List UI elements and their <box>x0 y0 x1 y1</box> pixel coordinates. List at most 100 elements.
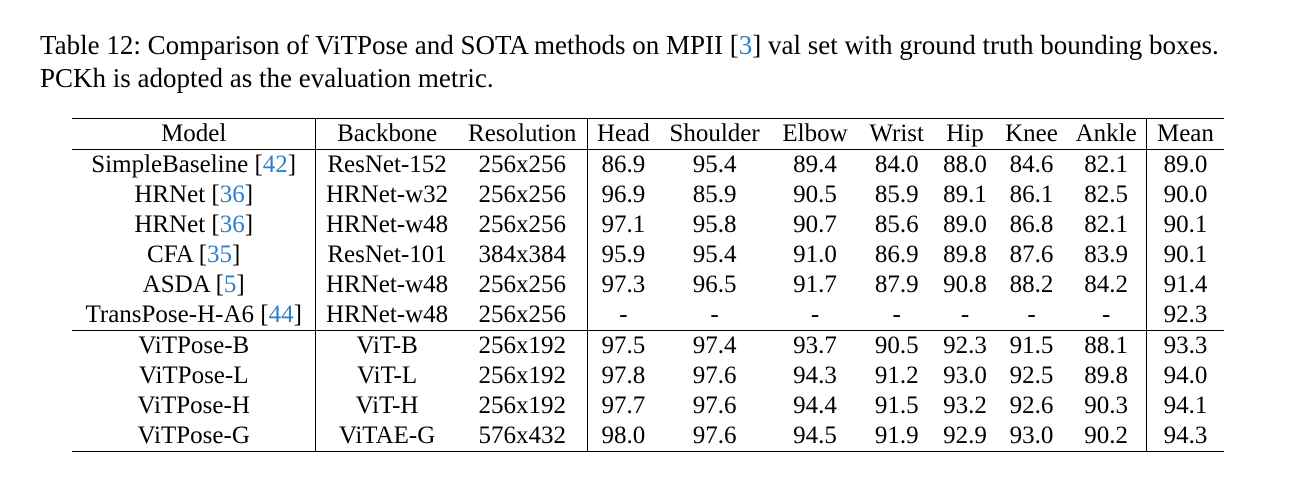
elbow-cell: 94.3 <box>793 362 837 389</box>
citation-link[interactable]: 44 <box>268 301 294 328</box>
knee-cell: - <box>1027 301 1036 328</box>
model-name: ASDA <box>142 271 210 298</box>
model-cell: ASDA [5] <box>72 270 317 300</box>
head-cell: 95.9 <box>601 241 646 268</box>
header-backbone: Backbone <box>337 120 438 147</box>
citation-link[interactable]: 36 <box>219 211 245 238</box>
caption-text-start: Table 12: Comparison of ViTPose and SOTA… <box>40 30 739 60</box>
elbow-cell: 90.7 <box>793 211 837 238</box>
model-name: HRNet <box>134 211 206 238</box>
head-cell: 97.7 <box>601 392 646 419</box>
model-cell: ViTPose-L <box>72 361 317 391</box>
head-cell: 97.8 <box>601 362 646 389</box>
backbone-cell: ResNet-152 <box>327 151 447 178</box>
table-row: ViTPose-G ViTAE-G 576x432 98.0 97.6 94.5… <box>72 421 1224 452</box>
ankle-cell: 90.3 <box>1066 391 1147 421</box>
hip-cell: 89.1 <box>943 181 987 208</box>
model-name: SimpleBaseline <box>91 151 249 178</box>
backbone-cell: HRNet-w48 <box>325 271 449 298</box>
shoulder-cell: 95.4 <box>692 241 737 268</box>
mean-cell: 94.0 <box>1163 362 1208 389</box>
caption-citation-link[interactable]: 3 <box>738 30 753 60</box>
resolution-cell: 256x256 <box>457 180 588 210</box>
elbow-cell: 90.5 <box>793 181 837 208</box>
header-shoulder: Shoulder <box>669 120 760 147</box>
table-row: CFA [35] ResNet-101 384x384 95.9 95.4 91… <box>72 240 1224 270</box>
shoulder-cell: 85.9 <box>692 181 737 208</box>
mean-cell: 91.4 <box>1163 271 1208 298</box>
citation-link[interactable]: 42 <box>262 151 288 178</box>
head-cell: 97.5 <box>601 332 646 359</box>
head-cell: 86.9 <box>601 151 646 178</box>
backbone-cell: HRNet-w32 <box>325 181 449 208</box>
hip-cell: 89.0 <box>943 211 987 238</box>
citation-link[interactable]: 5 <box>223 271 237 298</box>
table-row: HRNet [36] HRNet-w48 256x256 97.1 95.8 9… <box>72 210 1224 240</box>
table-row: SimpleBaseline [42] ResNet-152 256x256 8… <box>72 149 1224 180</box>
table-row: ASDA [5] HRNet-w48 256x256 97.3 96.5 91.… <box>72 270 1224 300</box>
mean-cell: 90.1 <box>1163 241 1208 268</box>
header-resolution: Resolution <box>457 118 588 150</box>
knee-cell: 84.6 <box>1009 151 1054 178</box>
backbone-cell: ViT-B <box>356 332 418 359</box>
hip-cell: 92.3 <box>943 332 987 359</box>
resolution-cell: 256x256 <box>457 149 588 180</box>
resolution-cell: 256x256 <box>457 300 588 331</box>
resolution-cell: 256x256 <box>457 210 588 240</box>
header-mean: Mean <box>1156 120 1214 147</box>
header-wrist: Wrist <box>869 120 924 147</box>
resolution-cell: 256x192 <box>457 391 588 421</box>
knee-cell: 92.6 <box>1009 392 1054 419</box>
knee-cell: 88.2 <box>1009 271 1054 298</box>
knee-cell: 91.5 <box>1009 332 1054 359</box>
header-hip: Hip <box>946 120 984 147</box>
ankle-cell: 82.5 <box>1066 180 1147 210</box>
hip-cell: - <box>960 301 970 328</box>
caption-text-end: ] val set with ground truth bounding box… <box>40 30 1219 93</box>
knee-cell: 86.1 <box>1009 181 1054 208</box>
mean-cell: 89.0 <box>1163 151 1208 178</box>
knee-cell: 92.5 <box>1009 362 1054 389</box>
model-cell: ViTPose-B <box>72 330 317 361</box>
citation-link[interactable]: 36 <box>219 181 245 208</box>
header-row: Model Backbone Resolution Head Shoulder … <box>72 118 1224 150</box>
wrist-cell: 91.2 <box>874 362 919 389</box>
elbow-cell: 94.5 <box>793 422 837 449</box>
hip-cell: 88.0 <box>943 151 987 178</box>
shoulder-cell: 95.8 <box>692 211 737 238</box>
table-caption: Table 12: Comparison of ViTPose and SOTA… <box>40 29 1270 95</box>
model-name: CFA <box>147 241 193 268</box>
table-row: ViTPose-H ViT-H 256x192 97.7 97.6 94.4 9… <box>72 391 1224 421</box>
citation-link[interactable]: 35 <box>207 241 233 268</box>
wrist-cell: 91.5 <box>874 392 919 419</box>
knee-cell: 93.0 <box>1009 422 1054 449</box>
wrist-cell: 87.9 <box>874 271 919 298</box>
shoulder-cell: 97.6 <box>692 422 737 449</box>
backbone-cell: ViT-L <box>357 362 418 389</box>
hip-cell: 89.8 <box>943 241 987 268</box>
header-knee: Knee <box>1005 120 1058 147</box>
header-ankle: Ankle <box>1066 118 1147 150</box>
wrist-cell: 85.6 <box>874 211 919 238</box>
shoulder-cell: 97.6 <box>692 392 737 419</box>
model-cell: SimpleBaseline [42] <box>72 149 317 180</box>
ankle-cell: 82.1 <box>1066 210 1147 240</box>
mean-cell: 90.0 <box>1163 181 1208 208</box>
model-cell: ViTPose-H <box>72 391 317 421</box>
ankle-cell: 84.2 <box>1066 270 1147 300</box>
backbone-cell: HRNet-w48 <box>325 211 449 238</box>
shoulder-cell: 97.4 <box>692 332 737 359</box>
knee-cell: 87.6 <box>1009 241 1054 268</box>
model-cell: HRNet [36] <box>72 180 317 210</box>
backbone-cell: HRNet-w48 <box>325 301 449 328</box>
resolution-cell: 256x192 <box>457 361 588 391</box>
knee-cell: 86.8 <box>1009 211 1054 238</box>
model-cell: HRNet [36] <box>72 210 317 240</box>
elbow-cell: - <box>810 301 820 328</box>
model-cell: TransPose-H-A6 [44] <box>72 300 317 331</box>
wrist-cell: 90.5 <box>874 332 919 359</box>
model-cell: CFA [35] <box>72 240 317 270</box>
hip-cell: 90.8 <box>943 271 987 298</box>
head-cell: 97.1 <box>601 211 646 238</box>
hip-cell: 93.0 <box>943 362 987 389</box>
